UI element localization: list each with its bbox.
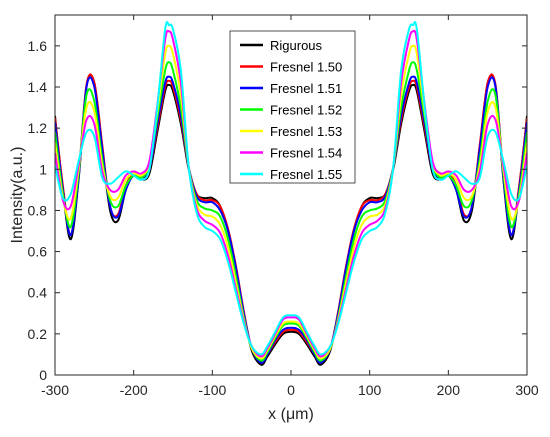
series-line-fresnel-1-54 [55, 29, 527, 358]
x-tick-label: -200 [120, 382, 148, 398]
legend-label: Fresnel 1.53 [270, 124, 342, 139]
x-tick-label: -300 [41, 382, 69, 398]
legend-label: Fresnel 1.50 [270, 60, 342, 75]
y-tick-label: 1.4 [28, 79, 48, 95]
y-tick-label: 0.4 [28, 285, 48, 301]
x-axis-title: x (μm) [268, 406, 314, 423]
legend-label: Fresnel 1.52 [270, 103, 342, 118]
series-layer [55, 21, 527, 366]
legend-items: Rigurous Fresnel 1.50 Fresnel 1.51 Fresnel … [240, 38, 342, 182]
y-tick-label: 0.2 [28, 326, 48, 342]
y-tick-label: 0 [39, 367, 47, 383]
x-axis-ticks: -300 -200 -100 0 100 200 300 [41, 15, 539, 398]
y-axis-title: Intensity(a.u.) [9, 147, 26, 244]
y-tick-label: 1.2 [28, 120, 48, 136]
y-tick-label: 1.6 [28, 38, 48, 54]
x-tick-label: 200 [437, 382, 461, 398]
legend: Rigurous Fresnel 1.50 Fresnel 1.51 Fresnel … [229, 30, 356, 184]
y-axis-ticks: 0 0.2 0.4 0.6 0.8 1 1.2 1.4 1.6 [28, 38, 527, 383]
y-tick-label: 0.6 [28, 244, 48, 260]
x-tick-label: 100 [358, 382, 382, 398]
y-tick-label: 0.8 [28, 202, 48, 218]
legend-label: Fresnel 1.55 [270, 167, 342, 182]
x-tick-label: -100 [198, 382, 226, 398]
series-line-fresnel-1-55 [55, 21, 527, 356]
legend-box [229, 30, 356, 184]
legend-label: Fresnel 1.51 [270, 81, 342, 96]
series-line-fresnel-1-53 [55, 44, 527, 360]
legend-label: Rigurous [270, 38, 323, 53]
legend-label: Fresnel 1.54 [270, 146, 342, 161]
x-tick-label: 300 [515, 382, 539, 398]
y-tick-label: 1 [39, 161, 47, 177]
x-tick-label: 0 [287, 382, 295, 398]
